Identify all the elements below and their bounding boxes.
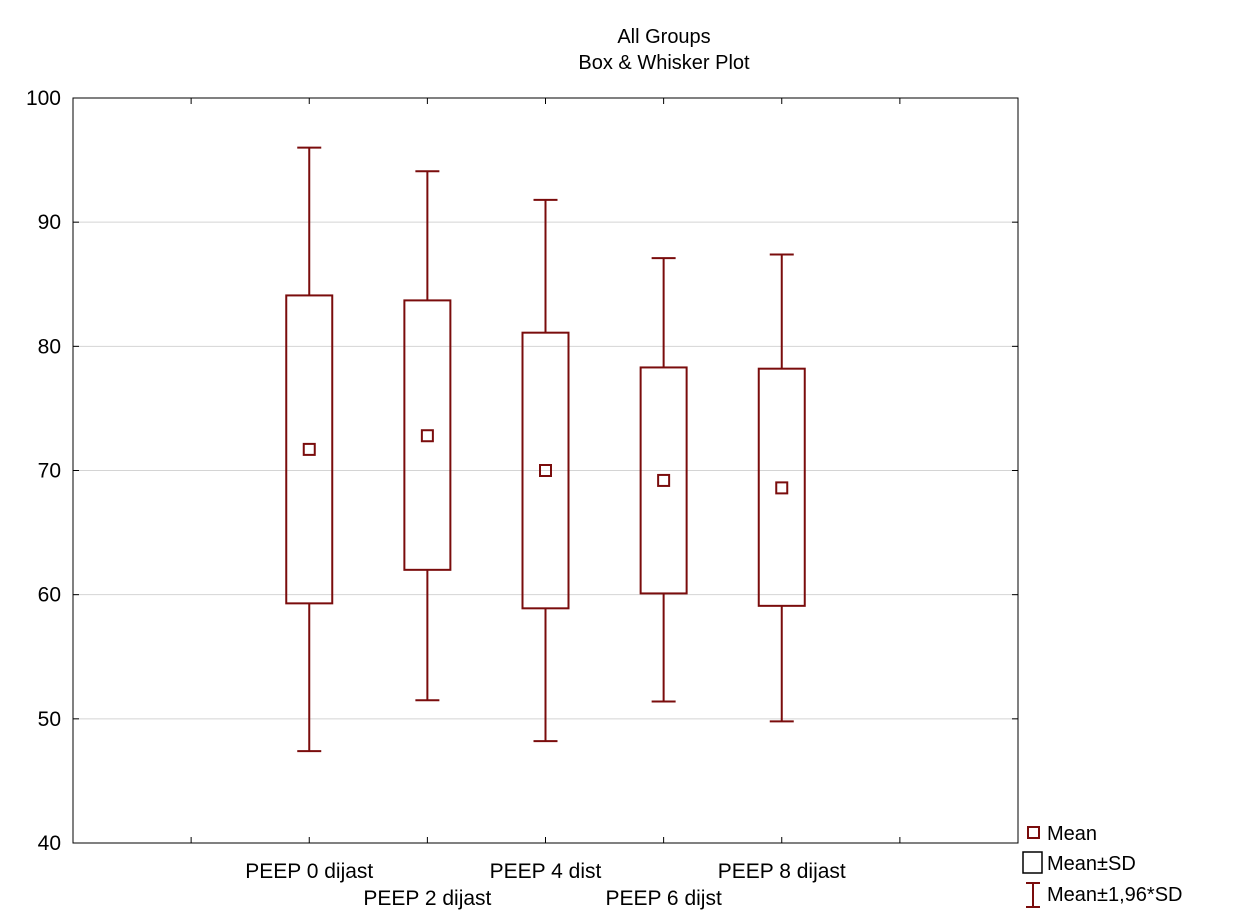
- sd-box: [285, 294, 334, 605]
- mean-marker: [657, 473, 671, 487]
- y-tick-label: 80: [38, 335, 61, 358]
- x-category-label: PEEP 8 dijast: [718, 860, 846, 883]
- sd-box: [757, 367, 806, 607]
- chart-title: All Groups: [617, 26, 710, 48]
- mean-marker: [539, 464, 552, 477]
- sd-box: [403, 299, 452, 571]
- x-category-label: PEEP 6 dijst: [605, 887, 722, 910]
- y-tick-label: 70: [38, 460, 61, 483]
- sd-box: [639, 366, 688, 595]
- y-tick-label: 50: [38, 708, 61, 731]
- chart-subtitle: Box & Whisker Plot: [578, 52, 750, 74]
- mean-marker: [775, 481, 789, 495]
- legend-mean-icon: [1027, 826, 1040, 839]
- legend-mean-label: Mean: [1047, 823, 1097, 845]
- y-tick-label: 60: [38, 584, 61, 607]
- legend-sd-label: Mean±SD: [1047, 853, 1136, 875]
- legend: Mean Mean±SD Mean±1,96*SD: [1022, 823, 1183, 908]
- plot-area: 40 50 60 70 80 90 100 PEEP 0 dijast PEEP 2 dijas…: [26, 87, 1019, 910]
- sd-box: [521, 331, 570, 610]
- mean-marker: [420, 429, 434, 443]
- y-tick-label: 40: [38, 832, 61, 855]
- x-category-label: PEEP 0 dijast: [245, 860, 373, 883]
- y-tick-label: 90: [38, 211, 61, 234]
- mean-marker: [302, 442, 316, 456]
- legend-sd-icon: [1022, 851, 1043, 874]
- y-tick-label: 100: [26, 87, 61, 110]
- legend-whisker-label: Mean±1,96*SD: [1047, 884, 1183, 906]
- x-category-label: PEEP 4 dist: [490, 860, 602, 883]
- x-category-label: PEEP 2 dijast: [363, 887, 491, 910]
